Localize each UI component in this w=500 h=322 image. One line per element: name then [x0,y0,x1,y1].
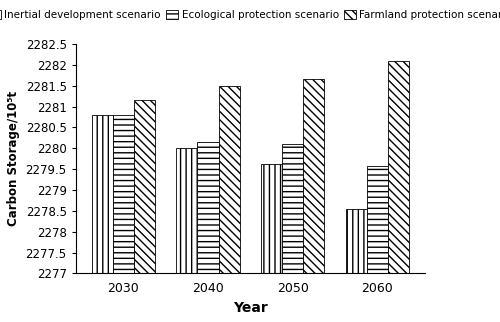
Bar [218,86,240,273]
Bar [282,144,304,273]
Bar [112,115,134,273]
Bar [346,209,367,273]
Y-axis label: Carbon Storage/10⁵t: Carbon Storage/10⁵t [7,91,20,226]
Bar [198,142,218,273]
Bar [304,79,324,273]
Bar [367,166,388,273]
Bar [134,100,155,273]
Bar [92,115,112,273]
X-axis label: Year: Year [233,301,268,315]
Legend: Inertial development scenario, Ecological protection scenario, Farmland protecti: Inertial development scenario, Ecologica… [0,10,500,20]
Bar [261,164,282,273]
Bar [388,61,409,273]
Bar [176,148,198,273]
